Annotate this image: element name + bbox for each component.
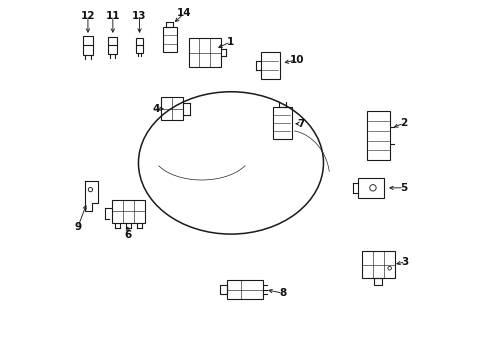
Bar [160, 98, 183, 120]
Bar [366, 111, 389, 161]
Bar [227, 280, 263, 299]
Text: 12: 12 [81, 11, 95, 21]
Text: 11: 11 [105, 11, 120, 21]
Text: 5: 5 [400, 183, 407, 193]
Bar [112, 199, 144, 223]
Bar [188, 38, 220, 67]
Bar [220, 285, 227, 294]
Bar [82, 36, 93, 55]
Bar [272, 107, 291, 139]
Text: 7: 7 [296, 119, 304, 129]
Bar [108, 37, 117, 54]
Text: 6: 6 [124, 230, 131, 240]
Text: 4: 4 [152, 104, 160, 114]
Text: 2: 2 [400, 118, 407, 128]
Text: 10: 10 [289, 55, 304, 65]
Bar [374, 278, 382, 285]
Text: 1: 1 [226, 37, 233, 47]
Bar [361, 251, 394, 278]
Text: 13: 13 [132, 11, 146, 21]
Text: 9: 9 [74, 222, 81, 232]
Bar [358, 178, 383, 198]
Bar [135, 38, 143, 53]
Text: 3: 3 [401, 257, 408, 267]
Bar [163, 27, 176, 52]
Text: 8: 8 [279, 288, 286, 298]
Text: 14: 14 [176, 9, 191, 18]
Bar [260, 52, 279, 78]
